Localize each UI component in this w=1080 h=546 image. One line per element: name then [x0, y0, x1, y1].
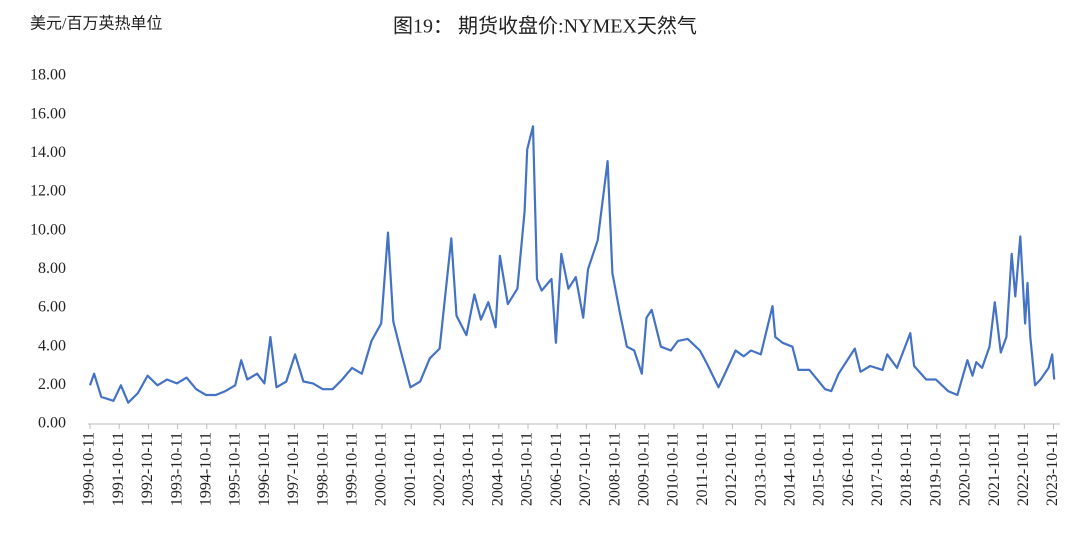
x-tick-label: 2007-10-11: [577, 432, 594, 506]
x-tick-label: 1992-10-11: [139, 432, 156, 506]
x-tick-label: 2014-10-11: [781, 432, 798, 506]
y-tick-label: 6.00: [38, 299, 66, 316]
x-tick-label: 2017-10-11: [869, 432, 886, 506]
y-tick-label: 4.00: [38, 337, 66, 354]
x-tick-label: 2012-10-11: [723, 432, 740, 506]
chart-title: 图19： 期货收盘价:NYMEX天然气: [393, 15, 697, 38]
x-tick-label: 2011-10-11: [694, 432, 711, 505]
x-tick-label: 1990-10-11: [81, 432, 98, 506]
y-tick-label: 16.00: [30, 105, 66, 122]
x-tick-label: 1996-10-11: [256, 432, 273, 506]
y-tick-label: 2.00: [38, 376, 66, 393]
x-tick-label: 1995-10-11: [227, 432, 244, 506]
x-tick-label: 2000-10-11: [373, 432, 390, 506]
x-tick-label: 1994-10-11: [197, 432, 214, 506]
x-tick-label: 2013-10-11: [752, 432, 769, 506]
x-tick-label: 1999-10-11: [343, 432, 360, 506]
y-tick-label: 10.00: [30, 221, 66, 238]
x-tick-label: 2005-10-11: [519, 432, 536, 506]
x-tick-label: 2001-10-11: [402, 432, 419, 506]
y-tick-label: 14.00: [30, 144, 66, 161]
x-tick-label: 1997-10-11: [285, 432, 302, 506]
x-tick-label: 2004-10-11: [489, 432, 506, 506]
y-axis-label: 美元/百万英热单位: [30, 15, 162, 33]
x-tick-label: 2020-10-11: [957, 432, 974, 506]
y-tick-label: 18.00: [30, 67, 66, 84]
x-tick-label: 2006-10-11: [548, 432, 565, 506]
y-tick-label: 0.00: [38, 415, 66, 432]
line: [88, 125, 1056, 404]
x-tick-label: 2008-10-11: [606, 432, 623, 506]
x-tick-label: 2021-10-11: [986, 432, 1003, 506]
x-tick-label: 1993-10-11: [168, 432, 185, 506]
x-tick-label: 2010-10-11: [665, 432, 682, 506]
x-tick-label: 2016-10-11: [840, 432, 857, 506]
x-tick-label: 2002-10-11: [431, 432, 448, 506]
x-tick-label: 2023-10-11: [1044, 432, 1061, 506]
y-tick-label: 12.00: [30, 183, 66, 200]
x-tick-label: 2003-10-11: [460, 432, 477, 506]
y-tick-label: 8.00: [38, 260, 66, 277]
x-tick-label: 2022-10-11: [1015, 432, 1032, 506]
x-tick-label: 2018-10-11: [898, 432, 915, 506]
x-tick-label: 2015-10-11: [811, 432, 828, 506]
x-tick-label: 2019-10-11: [927, 432, 944, 506]
x-tick-label: 1998-10-11: [314, 432, 331, 506]
x-tick-label: 1991-10-11: [110, 432, 127, 506]
x-tick-label: 2009-10-11: [635, 432, 652, 506]
